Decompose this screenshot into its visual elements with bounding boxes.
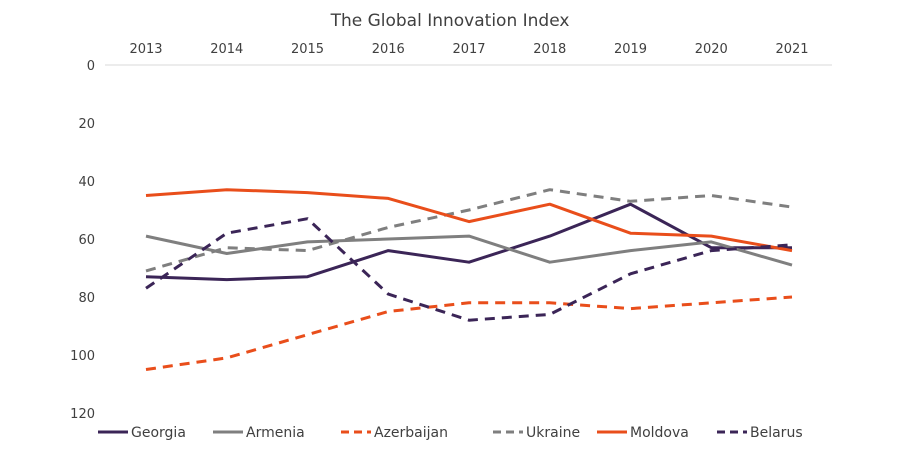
y-tick-label: 100 <box>70 349 95 364</box>
x-tick-label: 2019 <box>614 42 647 57</box>
y-tick-label: 80 <box>78 291 95 306</box>
x-tick-label: 2014 <box>210 42 243 57</box>
series-line-georgia <box>145 202 792 282</box>
legend-label-ukraine: Ukraine <box>526 425 580 441</box>
x-tick-label: 2015 <box>291 42 324 57</box>
legend-label-moldova: Moldova <box>630 425 689 441</box>
series-line-azerbaijan <box>145 295 793 371</box>
series-line-moldova <box>145 188 793 253</box>
y-tick-label: 120 <box>70 407 95 422</box>
series-lines <box>145 188 793 371</box>
chart-title: The Global Innovation Index <box>330 11 570 31</box>
legend-label-azerbaijan: Azerbaijan <box>374 425 448 441</box>
y-tick-label: 20 <box>78 117 95 132</box>
y-tick-label: 0 <box>87 59 95 74</box>
x-tick-label: 2017 <box>452 42 485 57</box>
legend-label-georgia: Georgia <box>131 425 186 441</box>
legend: Georgia Armenia Azerbaijan Ukraine Moldova Be… <box>98 425 803 441</box>
y-tick-label: 60 <box>78 233 95 248</box>
series-line-belarus <box>145 217 793 322</box>
y-tick-label: 40 <box>78 175 95 190</box>
series-line-ukraine <box>145 188 793 273</box>
x-tick-label: 2021 <box>775 42 808 57</box>
y-axis-ticks: 0 20 40 60 80 100 120 <box>70 59 95 422</box>
x-axis-ticks: 2013 2014 2015 2016 2017 2018 2019 2020 2021 <box>129 42 808 57</box>
legend-label-belarus: Belarus <box>750 425 803 441</box>
legend-label-armenia: Armenia <box>246 425 305 441</box>
x-tick-label: 2020 <box>695 42 728 57</box>
x-tick-label: 2013 <box>129 42 162 57</box>
x-tick-label: 2016 <box>372 42 405 57</box>
x-tick-label: 2018 <box>533 42 566 57</box>
